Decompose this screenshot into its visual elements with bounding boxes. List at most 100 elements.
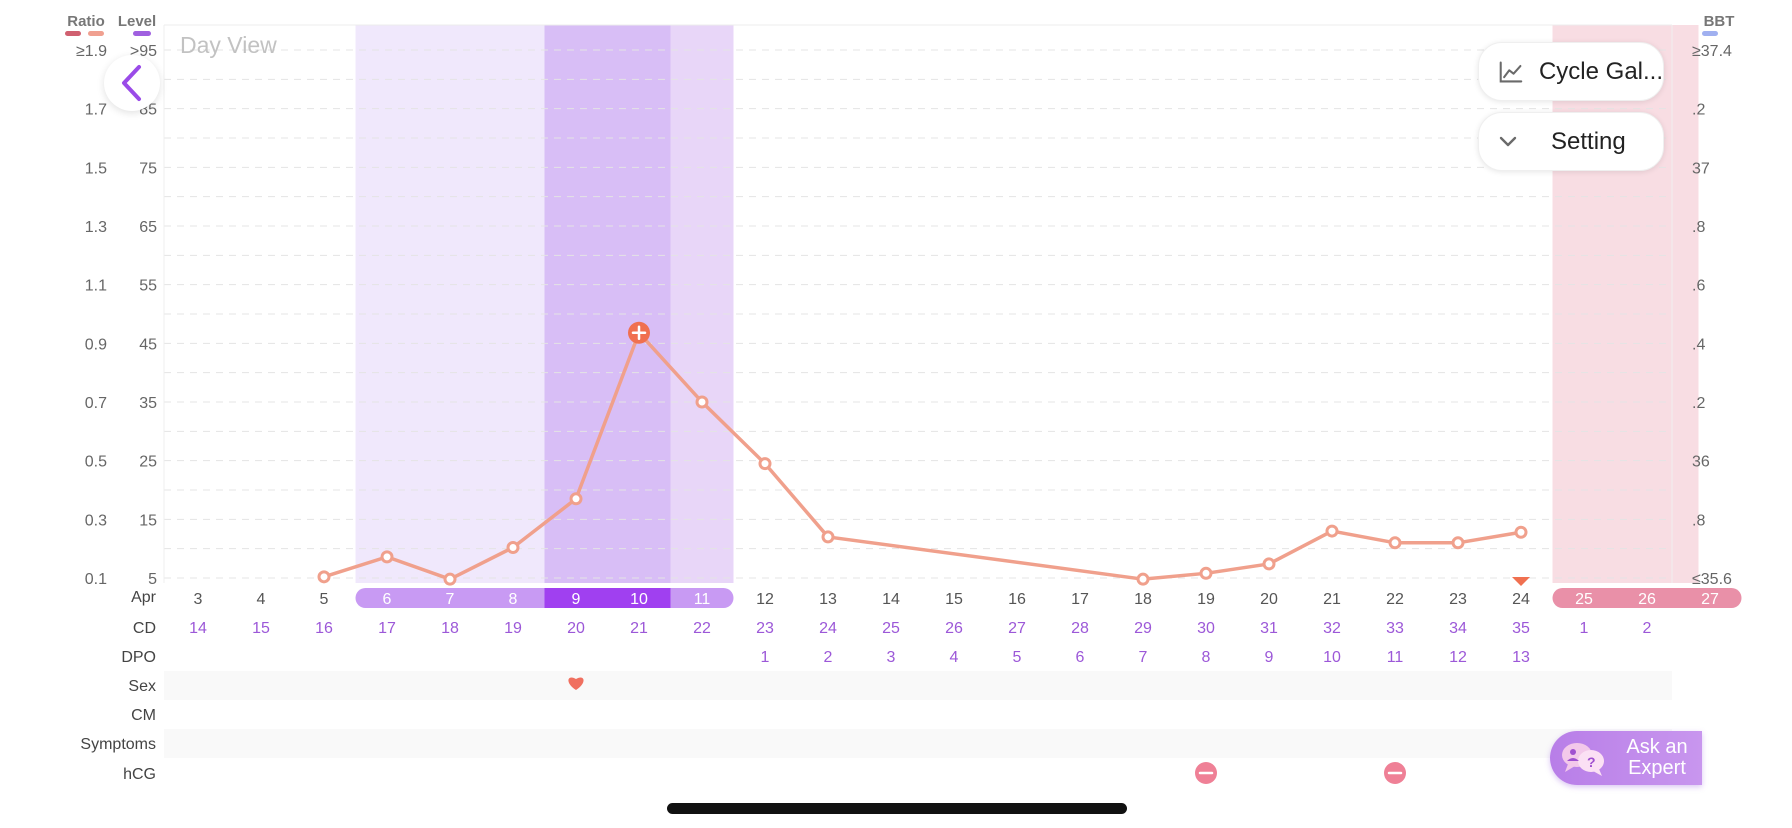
cd-label: 16: [315, 620, 333, 637]
day-view-title: Day View: [180, 32, 277, 58]
date-label: 25: [1575, 591, 1593, 608]
cd-label: 26: [945, 620, 963, 637]
bbt-tick-label: 37: [1692, 160, 1710, 177]
dpo-label: 11: [1387, 649, 1404, 666]
cd-label: 30: [1197, 620, 1215, 637]
date-label: 20: [1260, 591, 1278, 608]
chevron-left-icon: [122, 65, 141, 101]
date-rows: 3144155166177188199201021112212231132421…: [189, 588, 1742, 666]
month-label: Apr: [131, 589, 157, 606]
bbt-tick-label: .2: [1692, 395, 1705, 412]
data-point: [1451, 536, 1465, 550]
bbt-tick-label: .6: [1692, 278, 1705, 295]
sex-row-bg: [164, 671, 1672, 700]
ratio-swatch-1: [65, 31, 81, 36]
bbt-tick-label: .8: [1692, 219, 1705, 236]
ratio-tick-label: 0.5: [85, 454, 107, 471]
cd-label: 19: [504, 620, 522, 637]
bbt-tick-label: .2: [1692, 102, 1705, 119]
dpo-label: 2: [824, 649, 833, 666]
cd-label: 1: [1580, 620, 1589, 637]
dpo-label: 3: [887, 649, 896, 666]
cd-label: 25: [882, 620, 900, 637]
data-point: [569, 492, 583, 506]
fertile-date-pill-edge: [532, 588, 545, 608]
ask-an-expert-label: Ask an Expert: [1614, 737, 1700, 779]
back-button[interactable]: [104, 55, 160, 111]
ratio-tick-label: 1.1: [85, 278, 107, 295]
cd-label: 27: [1008, 620, 1026, 637]
data-point: [317, 570, 331, 584]
date-label: 27: [1701, 591, 1719, 608]
setting-button[interactable]: Setting: [1478, 112, 1664, 171]
legend-level-label: Level: [118, 13, 156, 30]
dpo-label: 5: [1013, 649, 1022, 666]
plus-icon: [631, 325, 647, 341]
ask-an-expert-button[interactable]: ? Ask an Expert: [1550, 731, 1702, 785]
level-tick-label: 45: [139, 336, 157, 353]
ask-label-line-1: Ask an: [1626, 736, 1688, 758]
data-point: [758, 457, 772, 471]
bbt-tick-label: .4: [1692, 336, 1705, 353]
chevron-down-icon: [1499, 136, 1517, 146]
date-label: 17: [1071, 591, 1089, 608]
cycle-gallery-button[interactable]: Cycle Gal...: [1478, 42, 1664, 101]
chat-bubbles-icon: ?: [1562, 743, 1604, 776]
ratio-tick-label: 1.5: [85, 160, 107, 177]
bbt-tick-label: ≤35.6: [1692, 571, 1732, 588]
date-label: 22: [1386, 591, 1404, 608]
dpo-label: 4: [950, 649, 959, 666]
cm-row-label: CM: [131, 707, 156, 724]
cd-label: 20: [567, 620, 585, 637]
level-tick-label: 35: [139, 395, 157, 412]
data-point: [1199, 566, 1213, 580]
post-peak-date-pill-edge: [670, 588, 683, 608]
date-label: 26: [1638, 591, 1656, 608]
data-point: [443, 572, 457, 586]
dpo-label: 12: [1449, 649, 1467, 666]
date-label: 21: [1323, 591, 1341, 608]
symptoms-row-bg: [164, 729, 1672, 758]
data-point: [821, 530, 835, 544]
dpo-label: 10: [1323, 649, 1341, 666]
cd-label: 24: [819, 620, 837, 637]
cycle-gallery-label: Cycle Gal...: [1538, 57, 1663, 85]
fertile-date-pill: [355, 588, 545, 608]
level-tick-label: 25: [139, 454, 157, 471]
triangle-marker-icon: [1512, 577, 1530, 586]
cd-label: 31: [1260, 620, 1278, 637]
data-point: [1388, 536, 1402, 550]
cd-label: 34: [1449, 620, 1467, 637]
post-peak-date-pill: [670, 588, 734, 608]
level-tick-label: 55: [139, 278, 157, 295]
ask-label-line-2: Expert: [1628, 757, 1686, 779]
peak-date-pill: [544, 588, 671, 608]
cd-label: 14: [189, 620, 207, 637]
date-label: 11: [694, 591, 711, 608]
chart-grid: [163, 24, 1673, 583]
level-line: [323, 331, 1522, 581]
dpo-row-label: DPO: [121, 649, 156, 666]
level-tick-label: 75: [139, 160, 157, 177]
dpo-label: 13: [1512, 649, 1530, 666]
cd-label: 21: [630, 620, 648, 637]
ratio-tick-label: 0.7: [85, 395, 107, 412]
cd-label: 2: [1643, 620, 1652, 637]
cd-label: 33: [1386, 620, 1404, 637]
bbt-tick-label: ≥37.4: [1692, 43, 1732, 60]
date-label: 8: [509, 591, 518, 608]
data-point: [506, 540, 520, 554]
cd-label: 18: [441, 620, 459, 637]
date-label: 9: [572, 591, 581, 608]
data-point: [695, 395, 709, 409]
dpo-label: 9: [1265, 649, 1274, 666]
bbt-tick-label: .8: [1692, 512, 1705, 529]
cd-label: 15: [252, 620, 270, 637]
data-point: [1136, 572, 1150, 586]
cd-label: 32: [1323, 620, 1341, 637]
dpo-label: 7: [1139, 649, 1148, 666]
chart-rows: [164, 671, 1672, 784]
level-swatch: [133, 31, 151, 36]
line-chart-icon: [1499, 61, 1523, 82]
